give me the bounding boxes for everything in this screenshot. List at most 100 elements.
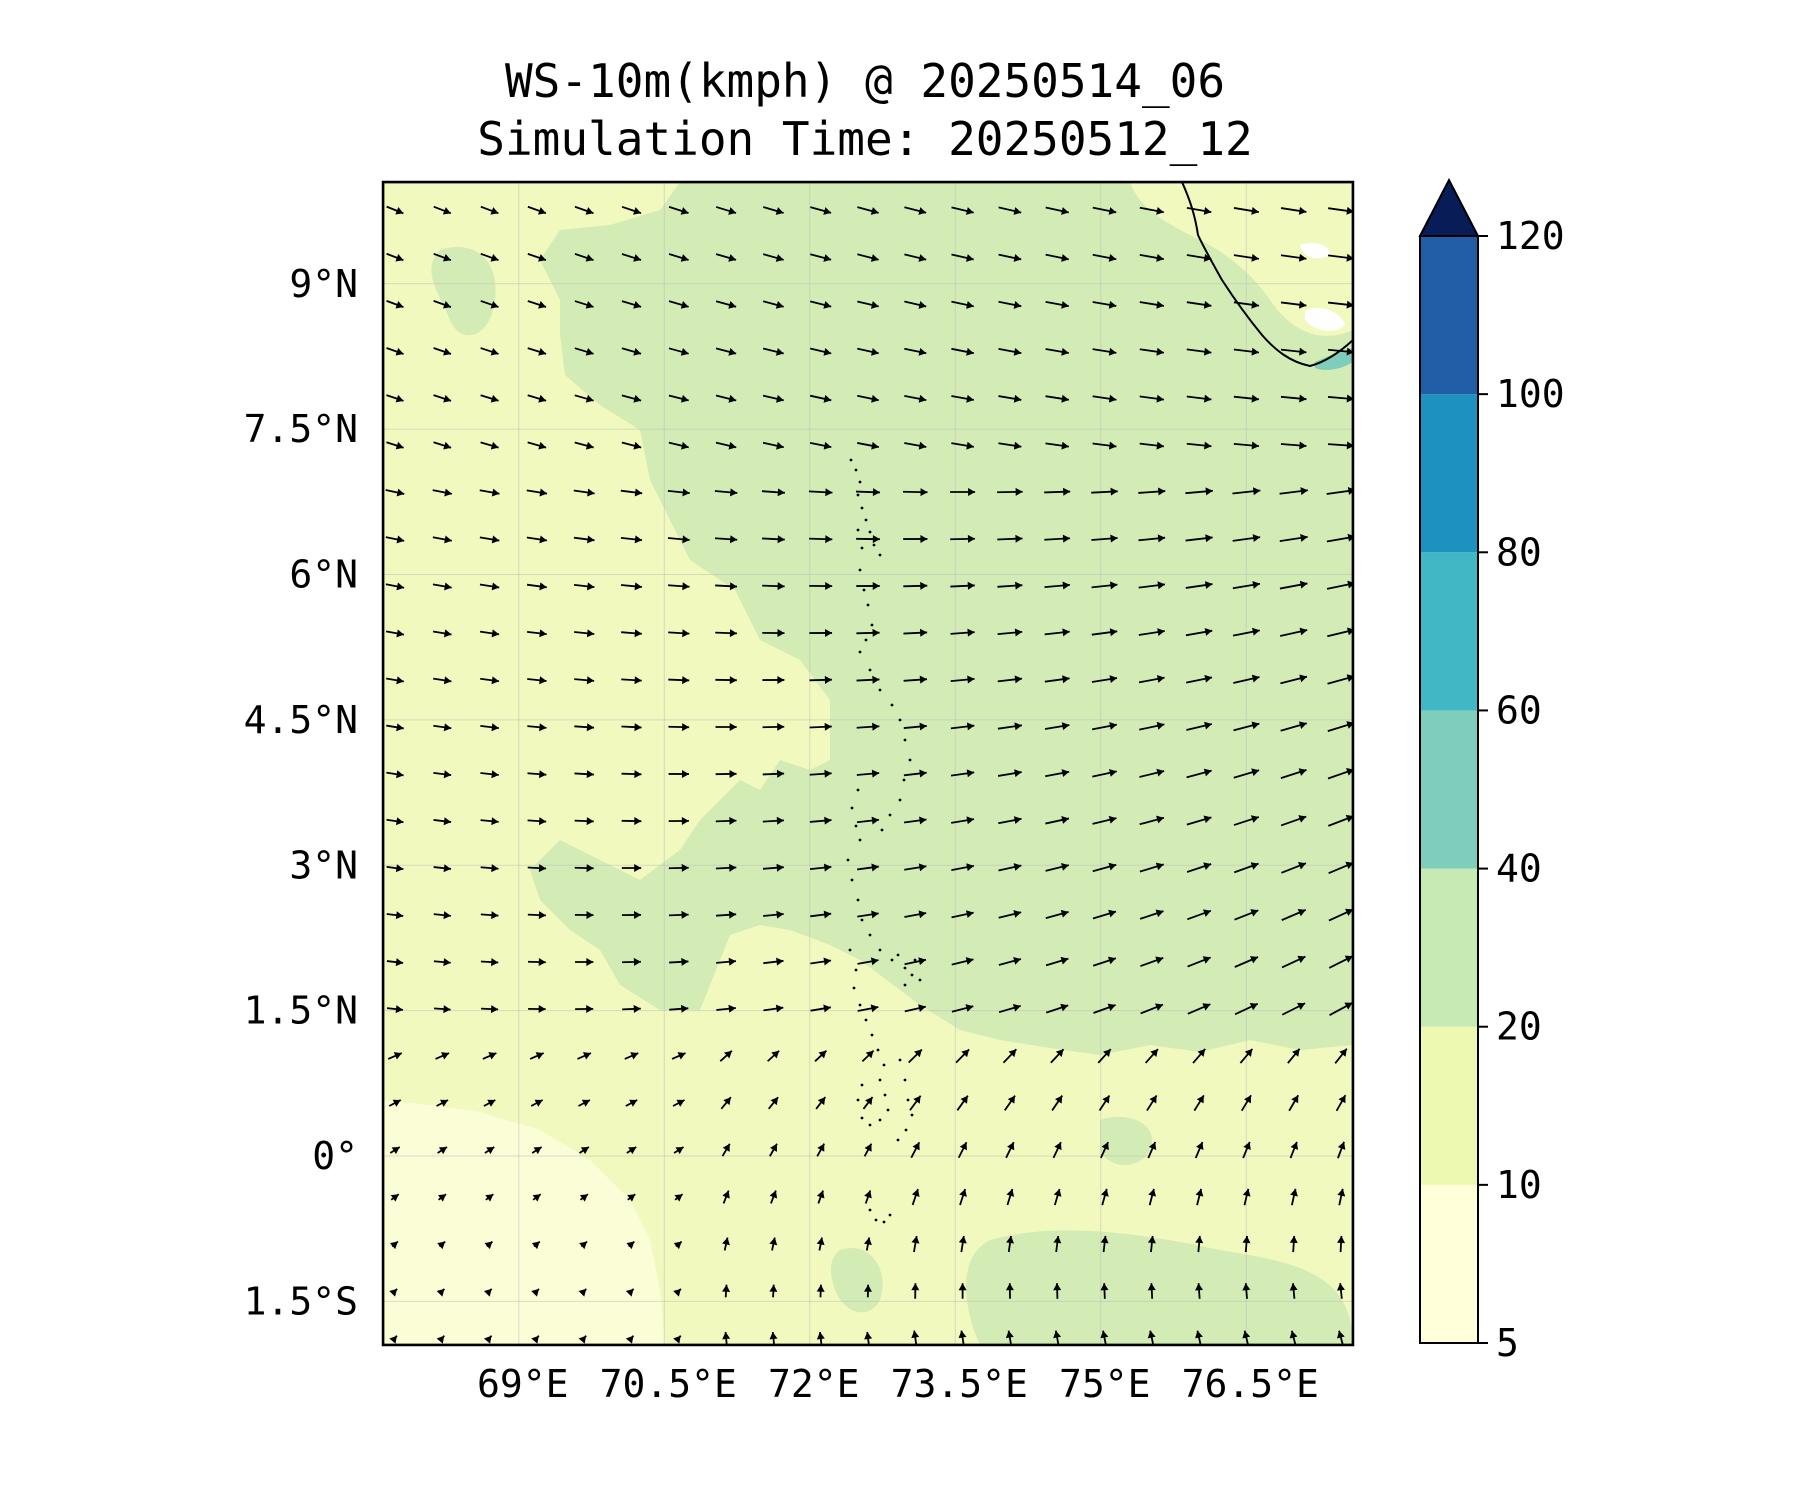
wind-arrow — [574, 441, 594, 450]
wind-arrow — [1288, 1094, 1300, 1112]
wind-arrow — [621, 300, 642, 309]
wind-arrow — [1186, 909, 1212, 921]
wind-arrow — [1146, 1094, 1158, 1112]
wind-arrow — [1045, 300, 1069, 309]
wind-arrow — [997, 581, 1023, 590]
wind-arrow — [1327, 768, 1353, 780]
wind-arrow — [1186, 441, 1212, 450]
wind-arrow — [1186, 862, 1212, 873]
wind-arrow — [816, 1143, 825, 1157]
wind-arrow — [577, 1052, 592, 1060]
wind-arrow — [437, 1240, 446, 1250]
lon-tick-label: 75°E — [1059, 1362, 1151, 1406]
wind-arrow — [673, 1288, 682, 1297]
wind-arrow — [911, 1283, 920, 1299]
wind-arrow — [809, 628, 833, 637]
wind-arrow — [997, 769, 1022, 778]
wind-arrow — [433, 864, 452, 873]
wind-arrow — [951, 394, 974, 403]
wind-arrow — [621, 910, 642, 919]
wind-arrow — [1006, 1188, 1015, 1206]
title-line-1: WS-10m(kmph) @ 20250514_06 — [504, 54, 1226, 108]
wind-arrow — [437, 1146, 448, 1155]
wind-arrow — [998, 347, 1022, 356]
wind-arrow — [762, 769, 785, 778]
wind-arrow — [574, 629, 595, 638]
wind-arrow — [763, 910, 784, 919]
wind-arrow — [668, 770, 690, 779]
wind-arrow — [527, 253, 547, 262]
lat-tick-label: 0° — [312, 1134, 358, 1178]
wind-arrow — [715, 441, 737, 450]
wind-arrow — [480, 911, 499, 920]
wind-arrow — [1280, 300, 1307, 309]
wind-arrow — [433, 205, 452, 215]
wind-arrow — [855, 488, 881, 497]
wind-arrow — [957, 1141, 968, 1159]
wind-arrow — [1186, 253, 1212, 262]
wind-arrow — [1185, 674, 1213, 684]
wind-arrow — [1289, 1330, 1298, 1345]
wind-arrow — [998, 394, 1022, 403]
wind-arrow — [479, 535, 500, 544]
wind-arrow — [669, 1004, 689, 1013]
wind-arrow — [862, 1096, 874, 1110]
wind-arrow — [1139, 441, 1165, 450]
wind-arrow — [810, 253, 832, 262]
wind-arrow — [856, 722, 880, 731]
wind-arrow — [1193, 1094, 1205, 1112]
wind-arrow — [436, 1288, 446, 1297]
wind-arrow — [531, 1335, 540, 1344]
wind-arrow — [1280, 674, 1308, 685]
wind-arrow — [998, 816, 1022, 825]
wind-arrow — [1232, 487, 1261, 496]
wind-arrow — [1147, 1141, 1157, 1159]
wind-arrow — [527, 441, 547, 450]
colorbar-segment — [1420, 552, 1478, 711]
wind-arrow — [1044, 487, 1071, 496]
wind-arrow — [1280, 815, 1307, 827]
lon-tick-label: 70.5°E — [600, 1362, 737, 1406]
wind-arrow — [715, 300, 737, 309]
wind-arrow — [573, 582, 595, 591]
wind-arrow — [667, 488, 690, 497]
wind-arrow — [903, 534, 928, 543]
colorbar-extend-arrow — [1418, 177, 1480, 237]
wind-arrow — [1091, 487, 1118, 496]
wind-arrow — [951, 347, 974, 356]
wind-arrow — [1092, 253, 1117, 262]
wind-arrow — [532, 1193, 542, 1202]
teal-patch-coast — [1315, 348, 1353, 370]
wind-arrow — [578, 1335, 587, 1344]
wind-arrow — [385, 582, 405, 591]
wind-arrow — [762, 347, 784, 356]
wind-arrow — [810, 910, 832, 919]
wind-arrow — [673, 1146, 684, 1155]
wind-arrow — [1242, 1283, 1251, 1299]
wind-arrow — [1280, 768, 1307, 779]
wind-arrow — [1186, 721, 1213, 731]
wind-arrow — [857, 347, 879, 356]
wind-arrow — [857, 300, 879, 309]
wind-arrow — [715, 769, 737, 778]
colorbar-segment — [1420, 710, 1478, 869]
wind-arrow — [1187, 956, 1211, 968]
wind-arrow — [1186, 347, 1212, 356]
wind-arrow — [531, 1240, 541, 1250]
wind-arrow — [715, 816, 737, 825]
wind-arrow — [1004, 1095, 1016, 1111]
wind-arrow — [620, 582, 643, 591]
wind-arrow — [668, 394, 689, 403]
wind-arrow — [1097, 1048, 1112, 1064]
wind-arrow — [810, 1004, 831, 1013]
wind-arrow — [1195, 1235, 1204, 1253]
wind-arrow — [1335, 1094, 1347, 1112]
wind-arrow — [911, 1330, 920, 1345]
wind-arrow — [1281, 862, 1307, 874]
wind-arrow — [1139, 815, 1165, 826]
map-title: WS-10m(kmph) @ 20250514_06 Simulation Ti… — [0, 52, 1730, 168]
wind-arrow — [386, 347, 404, 356]
wind-arrow — [1329, 1001, 1353, 1017]
wind-arrow — [1138, 534, 1166, 543]
